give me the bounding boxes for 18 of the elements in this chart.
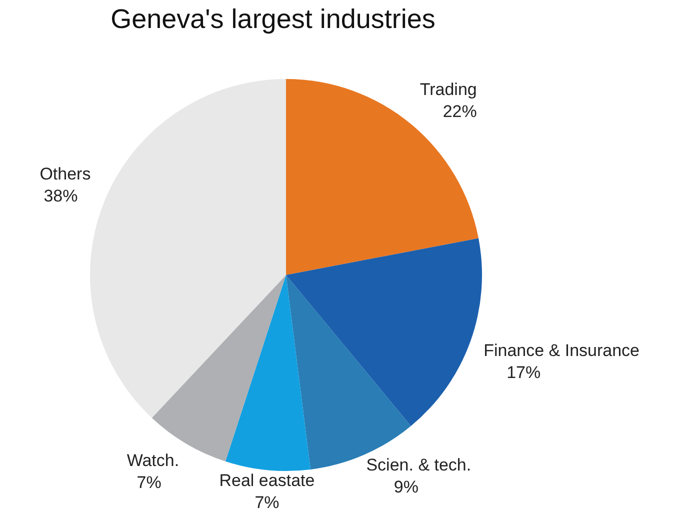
slice-label: Trading — [420, 80, 477, 100]
slice-label: Watch. — [126, 450, 180, 470]
data-label: 7% — [254, 493, 280, 512]
pie-slice — [286, 238, 482, 426]
pie-slice — [286, 79, 479, 275]
pie-slice — [90, 79, 286, 418]
pie-slice — [225, 275, 311, 471]
data-label: 17% — [506, 363, 541, 382]
data-label: 7% — [136, 472, 162, 492]
slice-label: Finance & Insurance — [484, 341, 640, 360]
slice-label: Real eastate — [219, 471, 315, 490]
slice-label: Others — [40, 164, 91, 184]
chart-title: Geneva's largest industries — [110, 4, 436, 35]
pie-slice — [286, 275, 411, 470]
slice-label: Scien. & tech. — [366, 455, 472, 474]
data-label: 9% — [394, 477, 419, 496]
data-label: 22% — [442, 102, 477, 122]
data-label: 38% — [44, 186, 78, 206]
